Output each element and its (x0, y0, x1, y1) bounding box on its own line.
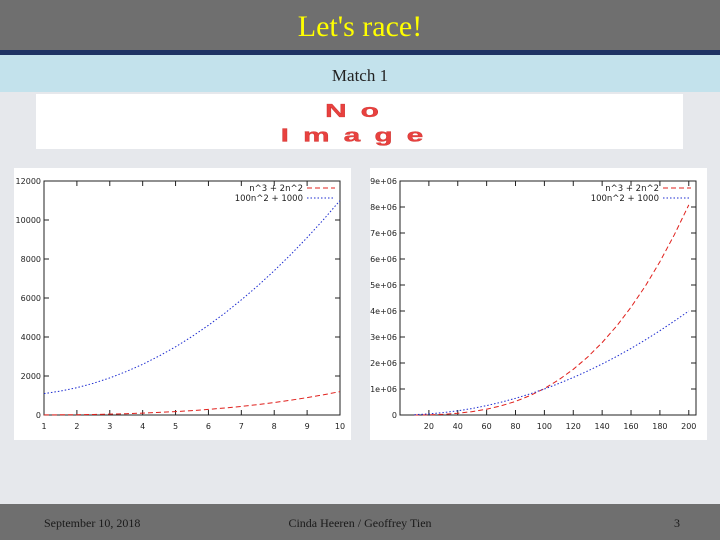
chart-right-legend-label-1: n^3 + 2n^2 (605, 184, 659, 194)
chart-right-y-tick-label: 8e+06 (370, 203, 397, 212)
chart-right-series-2-line (414, 310, 690, 416)
chart-right-y-tick-label: 5e+06 (370, 281, 397, 290)
title-underline (0, 50, 720, 55)
chart-left-series-1-line (43, 391, 341, 416)
chart-left-plot-frame (43, 180, 341, 416)
chart-left-y-tick-label: 6000 (21, 294, 41, 303)
chart-right-y-tick-label: 3e+06 (370, 333, 397, 342)
chart-right-x-tick-label: 20 (424, 422, 434, 431)
chart-left-legend-label-1: n^3 + 2n^2 (249, 184, 303, 194)
chart-left-x-tick-label: 10 (335, 422, 345, 431)
chart-right-x-tick-label: 140 (595, 422, 610, 431)
chart-right-x-tick-label: 120 (566, 422, 581, 431)
chart-left-x-tick-label: 8 (272, 422, 277, 431)
chart-right-y-tick-label: 2e+06 (370, 359, 397, 368)
chart-right-series-1-line (414, 204, 690, 416)
chart-left-x-tick-label: 3 (107, 422, 112, 431)
page-number: 3 (674, 516, 680, 530)
chart-left-y-tick-label: 4000 (21, 333, 41, 342)
chart-left-x-tick-label: 9 (305, 422, 310, 431)
chart-left-x-tick-label: 1 (41, 422, 46, 431)
no-image-graphic: No Image (280, 100, 438, 146)
chart-left-y-tick-label: 12000 (16, 177, 41, 186)
chart-right-x-tick-label: 180 (652, 422, 667, 431)
chart-right-y-tick-label: 4e+06 (370, 307, 397, 316)
slide-subtitle: Match 1 (331, 66, 389, 85)
chart-right-x-tick-label: 40 (453, 422, 463, 431)
chart-left-x-tick-label: 4 (140, 422, 145, 431)
chart-left-legend-label-2: 100n^2 + 1000 (235, 194, 303, 204)
chart-right-y-tick-label: 1e+06 (370, 385, 397, 394)
no-image-line-2: Image (281, 125, 438, 146)
chart-right: 0 1e+06 2e+06 3e+06 4e+06 5e+06 6e+06 7e+06 8e+0… (370, 168, 707, 440)
chart-left-y-tick-label: 2000 (21, 372, 41, 381)
chart-left-y-tick-label: 8000 (21, 255, 41, 264)
chart-left-x-tick-label: 2 (74, 422, 79, 431)
subtitle-bar (0, 55, 720, 92)
chart-right-x-tick-label: 80 (510, 422, 520, 431)
chart-right-legend-label-2: 100n^2 + 1000 (591, 194, 659, 204)
chart-left-y-tick-label: 0 (36, 411, 41, 420)
chart-left-y-tick-label: 10000 (16, 216, 41, 225)
no-image-line-1: No (325, 100, 393, 121)
chart-left-series-2-line (43, 200, 341, 395)
chart-right-x-tick-label: 100 (537, 422, 552, 431)
chart-right-x-tick-label: 160 (623, 422, 638, 431)
chart-left-x-tick-label: 5 (173, 422, 178, 431)
chart-right-y-tick-label: 6e+06 (370, 255, 397, 264)
chart-left-x-tick-label: 6 (206, 422, 211, 431)
no-image-placeholder: No Image (36, 94, 683, 149)
chart-right-plot-frame (399, 180, 697, 416)
chart-left-svg: 0 2000 4000 6000 8000 10000 12000 1 2 3 4 5 6 7 8 9 10 n^… (16, 177, 346, 431)
chart-right-y-tick-label: 0 (392, 411, 397, 420)
chart-right-x-tick-label: 200 (681, 422, 696, 431)
chart-right-svg: 0 1e+06 2e+06 3e+06 4e+06 5e+06 6e+06 7e+06 8e+0… (370, 177, 697, 431)
footer-date: September 10, 2018 (44, 516, 141, 530)
slide-title: Let's race! (297, 10, 423, 43)
chart-right-y-tick-label: 9e+06 (370, 177, 397, 186)
title-bar (0, 0, 720, 55)
footer: September 10, 2018 Cinda Heeren / Geoffr… (0, 504, 720, 540)
chart-left: 0 2000 4000 6000 8000 10000 12000 1 2 3 4 5 6 7 8 9 10 n^… (14, 168, 351, 440)
footer-author: Cinda Heeren / Geoffrey Tien (288, 516, 432, 530)
chart-right-x-tick-label: 60 (482, 422, 492, 431)
chart-left-x-tick-label: 7 (239, 422, 244, 431)
chart-right-y-tick-label: 7e+06 (370, 229, 397, 238)
